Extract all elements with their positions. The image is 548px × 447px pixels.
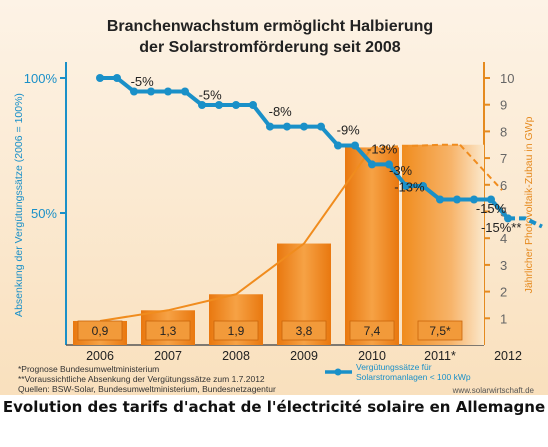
bar-2010	[345, 147, 399, 345]
right-axis-tick-label: 2	[500, 285, 507, 300]
tariff-point	[317, 122, 325, 131]
tariff-point	[147, 87, 155, 96]
tariff-point	[470, 195, 478, 204]
percent-annotation: -13%	[367, 142, 398, 157]
right-axis-tick-label: 3	[500, 258, 507, 273]
caption: Evolution des tarifs d'achat de l'électr…	[2, 398, 546, 416]
tariff-point	[198, 101, 206, 109]
source-url: www.solarwirtschaft.de	[452, 386, 535, 395]
x-axis-tick-label: 2009	[290, 349, 318, 363]
tariff-point	[419, 182, 427, 190]
footnote: Quellen: BSW-Solar, Bundesumweltminister…	[18, 384, 276, 394]
x-axis-tick-label: 2010	[358, 349, 386, 363]
right-axis-tick-label: 7	[500, 151, 507, 166]
percent-annotation: -13%	[394, 179, 425, 194]
bar-value-label: 7,4	[364, 324, 381, 338]
x-axis-tick-label: 2011*	[424, 349, 456, 363]
right-axis-tick-label: 4	[500, 231, 507, 246]
footnote: **Voraussichtliche Absenkung der Vergütu…	[18, 374, 265, 384]
legend-label: Vergütungssätze für	[356, 362, 432, 372]
x-axis-tick-label: 2007	[154, 349, 182, 363]
legend-line-point	[334, 368, 342, 376]
tariff-point	[334, 141, 342, 150]
tariff-point	[164, 87, 172, 96]
tariff-point	[351, 141, 359, 150]
left-axis-tick-label: 50%	[31, 206, 57, 221]
tariff-point	[436, 195, 444, 204]
x-axis-tick-label: 2008	[222, 349, 250, 363]
percent-annotation: -5%	[131, 74, 155, 89]
tariff-point	[232, 101, 240, 109]
footnote: *Prognose Bundesumweltministerium	[18, 364, 159, 374]
left-axis-tick-label: 100%	[24, 71, 58, 86]
bar-trend-forecast-line	[371, 143, 462, 149]
tariff-point	[130, 87, 138, 96]
tariff-point	[283, 122, 291, 131]
right-axis-tick-label: 8	[500, 124, 507, 139]
percent-annotation: -9%	[337, 123, 361, 138]
tariff-point	[113, 74, 121, 82]
percent-annotation: -8%	[269, 104, 293, 119]
left-axis-label: Absenkung der Vergütungssätze (2006 = 10…	[13, 93, 25, 317]
bar-value-box	[349, 320, 395, 341]
bar-value-box	[213, 320, 259, 341]
tariff-point	[300, 122, 308, 131]
tariff-point	[181, 87, 189, 96]
percent-annotation: -5%	[199, 88, 223, 103]
percent-annotation: -15%**	[481, 220, 521, 235]
right-axis-tick-label: 10	[500, 71, 514, 86]
percent-annotation: -15%	[476, 201, 507, 216]
tariff-point	[402, 182, 410, 190]
tariff-point	[96, 74, 104, 82]
tariff-point	[368, 160, 376, 169]
tariff-forecast-line	[508, 216, 543, 229]
x-axis-tick-label: 2006	[86, 349, 114, 363]
plot-area: 100% 50% Absenkung der Vergütungssätze (20…	[13, 62, 543, 395]
bar-trend-forecast-line-2012	[459, 144, 503, 191]
percent-annotation: -3%	[389, 163, 413, 178]
bar-value-label: 0,9	[92, 324, 109, 338]
right-axis-label: Jährlicher Photovoltaik-Zubau in GWp	[523, 116, 535, 293]
bar-value-label: 7,5*	[429, 324, 451, 338]
chart-title-line-2: der Solarstromförderung seit 2008	[139, 39, 401, 56]
bar-value-box	[145, 320, 191, 341]
right-axis-tick-label: 1	[500, 311, 507, 326]
tariff-point	[249, 101, 257, 109]
legend-label: Solarstromanlagen < 100 kWp	[356, 372, 471, 382]
bar-value-label: 3,8	[296, 324, 313, 338]
bar-value-label: 1,9	[228, 324, 245, 338]
bar-value-box	[417, 320, 463, 341]
bar-value-box	[281, 320, 327, 341]
tariff-point	[266, 122, 274, 131]
bar-value-box	[77, 320, 123, 341]
bar-value-label: 1,3	[160, 324, 177, 338]
tariff-point	[385, 160, 393, 169]
x-axis-tick-label: 2012	[494, 349, 522, 363]
chart-title-line-1: Branchenwachstum ermöglicht Halbierung	[107, 18, 433, 35]
tariff-point	[487, 195, 495, 204]
tariff-point	[453, 195, 461, 204]
chart: Branchenwachstum ermöglicht Halbierung d…	[0, 0, 548, 395]
bar-2011*	[402, 144, 484, 345]
bar-trend-line	[99, 146, 373, 322]
right-axis-tick-label: 6	[500, 178, 507, 193]
tariff-point	[215, 101, 223, 109]
right-axis-tick-label: 9	[500, 98, 507, 113]
